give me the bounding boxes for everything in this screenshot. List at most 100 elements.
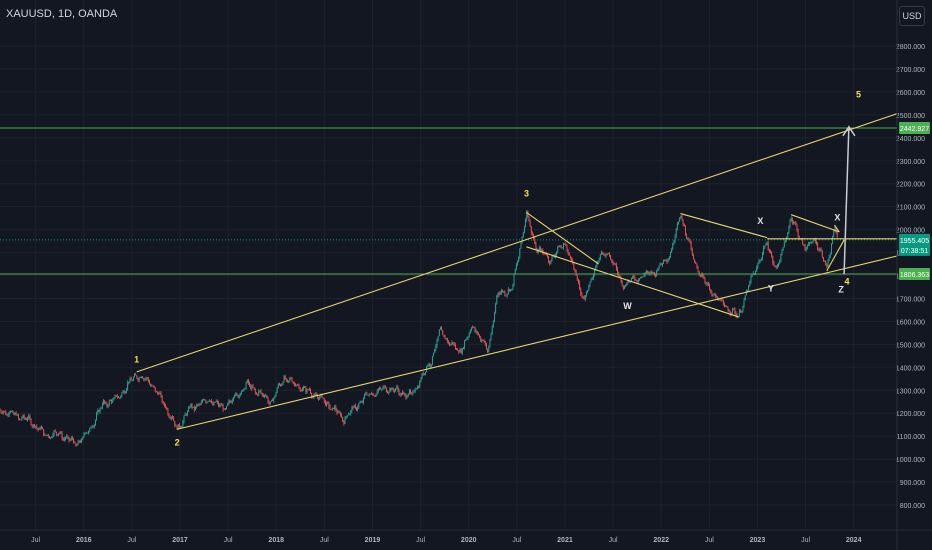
candle-body: [728, 310, 730, 313]
candle-body: [297, 384, 299, 386]
candle-body: [172, 416, 173, 418]
candle-body: [709, 284, 710, 290]
candle-body: [354, 405, 356, 408]
candle-body: [289, 378, 291, 381]
candle-body: [220, 405, 222, 407]
candle-body: [515, 264, 517, 269]
candle-body: [105, 402, 107, 404]
candle-body: [724, 304, 725, 307]
candle-body: [124, 392, 126, 394]
candle-body: [95, 420, 96, 425]
candle-body: [798, 236, 800, 240]
candle-body: [419, 381, 421, 388]
candle-body: [343, 421, 345, 424]
candle-body: [131, 380, 133, 382]
x-tick-label: Jul: [609, 537, 618, 544]
trendline: [833, 224, 840, 233]
candle-body: [146, 377, 148, 379]
candle-body: [119, 397, 121, 399]
candle-body: [321, 394, 323, 398]
candle-body: [625, 285, 627, 287]
candle-body: [487, 348, 489, 353]
candle-body: [775, 265, 777, 268]
candle-body: [380, 388, 382, 390]
candle-body: [0, 410, 2, 413]
trendline: [176, 255, 898, 430]
candle-body: [729, 312, 731, 315]
candle-body: [551, 256, 553, 261]
candle-body: [716, 296, 717, 298]
candle-body: [560, 246, 562, 249]
candle-body: [141, 376, 142, 378]
candle-body: [718, 298, 720, 301]
candle-body: [463, 347, 464, 349]
candle-body: [795, 222, 797, 225]
candle-body: [828, 257, 830, 261]
candle-body: [399, 393, 401, 395]
candle-body: [458, 351, 460, 353]
candle-body: [538, 247, 540, 251]
price-axis[interactable]: 2800.000 2700.000 2600.000 2500.000 2400.000…: [896, 0, 930, 550]
candle-body: [201, 399, 203, 403]
candle-body: [796, 224, 798, 230]
candle-body: [23, 415, 25, 418]
wave-label: W: [623, 301, 632, 311]
candle-body: [274, 395, 276, 398]
candle-body: [687, 237, 689, 239]
candle-body: [651, 272, 653, 273]
candle-body: [638, 278, 640, 281]
time-axis[interactable]: Jul 2016 Jul 2017 Jul 2018 Jul 2019 Jul 2020 Jul 20…: [0, 529, 932, 544]
candle-body: [803, 244, 805, 246]
candle-body: [280, 384, 282, 386]
wave-label: 1: [134, 355, 139, 365]
y-tick-label: 1700.000: [896, 296, 925, 303]
x-tick-label: 2018: [268, 537, 284, 544]
candle-body: [329, 406, 331, 410]
candle-body: [166, 407, 168, 410]
candle-body: [726, 306, 728, 308]
candle-body: [530, 226, 532, 234]
candle-body: [489, 339, 491, 347]
candle-body: [713, 293, 715, 295]
candle-body: [260, 390, 262, 394]
candle-body: [81, 439, 83, 443]
candle-body: [497, 292, 499, 296]
candle-body: [24, 417, 26, 420]
candle-body: [835, 227, 837, 233]
candle-body: [231, 400, 233, 403]
candle-body: [142, 376, 144, 379]
candle-body: [741, 310, 743, 313]
candle-body: [150, 384, 152, 387]
candle-body: [400, 393, 402, 395]
candle-body: [168, 414, 170, 418]
candle-body: [780, 254, 782, 262]
candle-body: [128, 381, 130, 383]
candle-body: [245, 383, 247, 389]
candle-body: [57, 434, 58, 436]
y-tick-label: 2400.000: [896, 136, 925, 143]
candle-body: [336, 410, 338, 414]
candle-body: [180, 426, 181, 428]
candle-body: [688, 237, 690, 241]
candle-body: [412, 391, 414, 394]
candle-body: [385, 387, 387, 393]
candle-body: [829, 254, 831, 258]
candle-body: [62, 439, 64, 440]
candle-body: [203, 399, 204, 401]
candle-body: [660, 263, 662, 265]
candle-body: [357, 407, 359, 410]
candle-body: [781, 250, 783, 255]
candle-body: [28, 415, 30, 419]
candle-body: [364, 394, 365, 398]
candle-body: [465, 339, 467, 341]
candle-body: [207, 401, 209, 403]
candle-body: [764, 245, 766, 248]
candle-body: [673, 242, 675, 244]
candle-body: [537, 250, 539, 254]
currency-button[interactable]: USD: [899, 6, 925, 26]
candle-body: [514, 268, 516, 275]
candle-body: [69, 439, 71, 441]
candle-body: [444, 337, 446, 340]
candle-body: [14, 413, 16, 415]
